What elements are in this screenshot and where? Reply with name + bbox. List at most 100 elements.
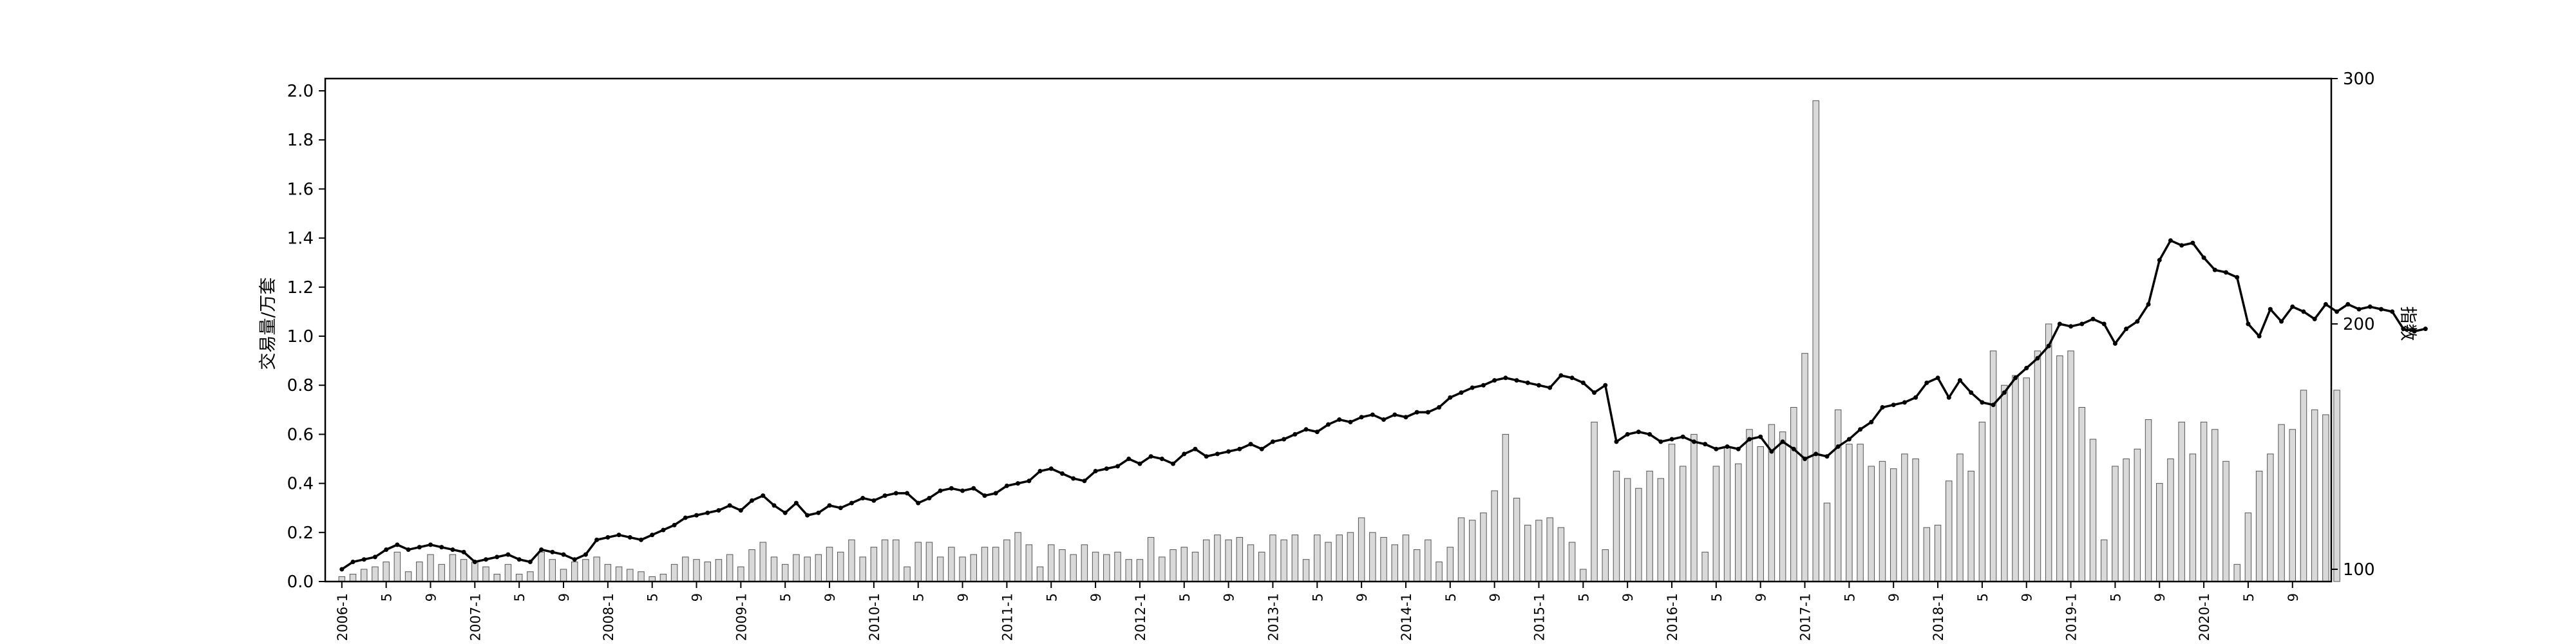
bar [1834, 409, 1842, 582]
x-tick-label: 9 [1754, 593, 1769, 601]
bar [1535, 520, 1542, 582]
bar [1491, 490, 1498, 582]
bar [1989, 350, 1997, 582]
bar [1159, 556, 1166, 582]
line-point [2179, 243, 2184, 248]
bar [593, 556, 600, 582]
bar [1247, 544, 1255, 582]
line-point [1481, 383, 1486, 388]
line-point [761, 493, 766, 498]
line-point [1082, 478, 1087, 484]
bar [2056, 355, 2063, 582]
bar [1147, 536, 1155, 582]
x-tick-label: 5 [1842, 593, 1857, 601]
bar [682, 556, 689, 582]
x-tick-label: 2012-1 [1133, 593, 1148, 641]
line-point [2401, 327, 2406, 332]
line-point [2090, 316, 2096, 321]
line-point [484, 557, 489, 562]
x-tick-label: 2016-1 [1665, 593, 1680, 641]
line-point [1991, 402, 1996, 408]
bar [2078, 407, 2086, 582]
line-point [1326, 422, 1331, 427]
line-point [993, 491, 998, 496]
bar [904, 566, 911, 582]
bar [438, 564, 445, 582]
line-point [1669, 437, 1674, 442]
bar [1347, 532, 1354, 582]
line-point [561, 552, 566, 557]
line-point [2069, 324, 2074, 329]
x-tick-label: 9 [1488, 593, 1503, 601]
line-point [1935, 375, 1940, 381]
right-tick-label: 300 [2343, 70, 2375, 89]
line-point [1691, 439, 1696, 444]
line-point [506, 552, 511, 557]
bar [493, 574, 500, 582]
line-point [1459, 390, 1464, 395]
line-point [1348, 419, 1353, 424]
line-point [1059, 471, 1065, 476]
bar [793, 554, 800, 582]
line-point [827, 503, 832, 508]
line-point [2246, 321, 2251, 327]
bar [1967, 471, 1975, 582]
left-tick-label: 0.2 [287, 524, 314, 543]
line-point [461, 549, 466, 554]
bar [2100, 539, 2108, 582]
bar [925, 542, 933, 582]
bar [1635, 488, 1642, 582]
x-tick-label: 5 [1044, 593, 1059, 601]
bar [638, 571, 645, 582]
bar [1048, 544, 1055, 582]
line-point [2301, 309, 2306, 314]
bar [1003, 539, 1010, 582]
line-point [694, 513, 699, 518]
line-point [927, 495, 932, 500]
bar [2289, 429, 2297, 582]
bar [1901, 453, 1908, 582]
bar [770, 556, 778, 582]
bar [1679, 466, 1687, 582]
x-tick-label: 2018-1 [1931, 593, 1946, 641]
bar [1170, 549, 1177, 582]
x-tick-label: 2010-1 [867, 593, 882, 641]
left-tick-label: 0.0 [287, 573, 314, 592]
line-point [650, 533, 655, 538]
bar [1081, 544, 1088, 582]
bar [427, 554, 434, 582]
bar [1613, 471, 1620, 582]
line-point [1514, 378, 1519, 383]
line-point [1880, 405, 1885, 410]
line-point [1758, 434, 1763, 439]
line-point [616, 533, 621, 538]
bar [1402, 535, 1410, 582]
bar [1225, 539, 1232, 582]
bar [393, 551, 401, 582]
line-point [1337, 417, 1342, 422]
line-point [1259, 446, 1264, 451]
x-tick-label: 2013-1 [1265, 593, 1281, 641]
bar [1646, 471, 1653, 582]
bar [1602, 549, 1609, 582]
bar [2267, 453, 2274, 582]
line-point [1714, 446, 1719, 451]
left-axis: 0.0 0.2 0.4 0.6 0.8 1.0 1.2 1.4 1.6 1.8 2.0 [287, 82, 325, 592]
line-point [1248, 442, 1253, 447]
line-point [1370, 412, 1375, 417]
x-tick-label: 9 [956, 593, 971, 601]
bar [1934, 524, 1942, 582]
line-point [1946, 395, 1951, 400]
line-point [1747, 437, 1752, 442]
bar [504, 564, 512, 582]
bar [2211, 429, 2219, 582]
line-point [2157, 258, 2162, 263]
bar [538, 551, 545, 582]
bar [2012, 375, 2019, 582]
x-tick-label: 9 [1620, 593, 1636, 601]
line-point [1803, 457, 1808, 462]
line-point [2279, 319, 2284, 324]
bar [1502, 433, 1510, 582]
line-point [1913, 395, 1918, 400]
bar [781, 564, 789, 582]
